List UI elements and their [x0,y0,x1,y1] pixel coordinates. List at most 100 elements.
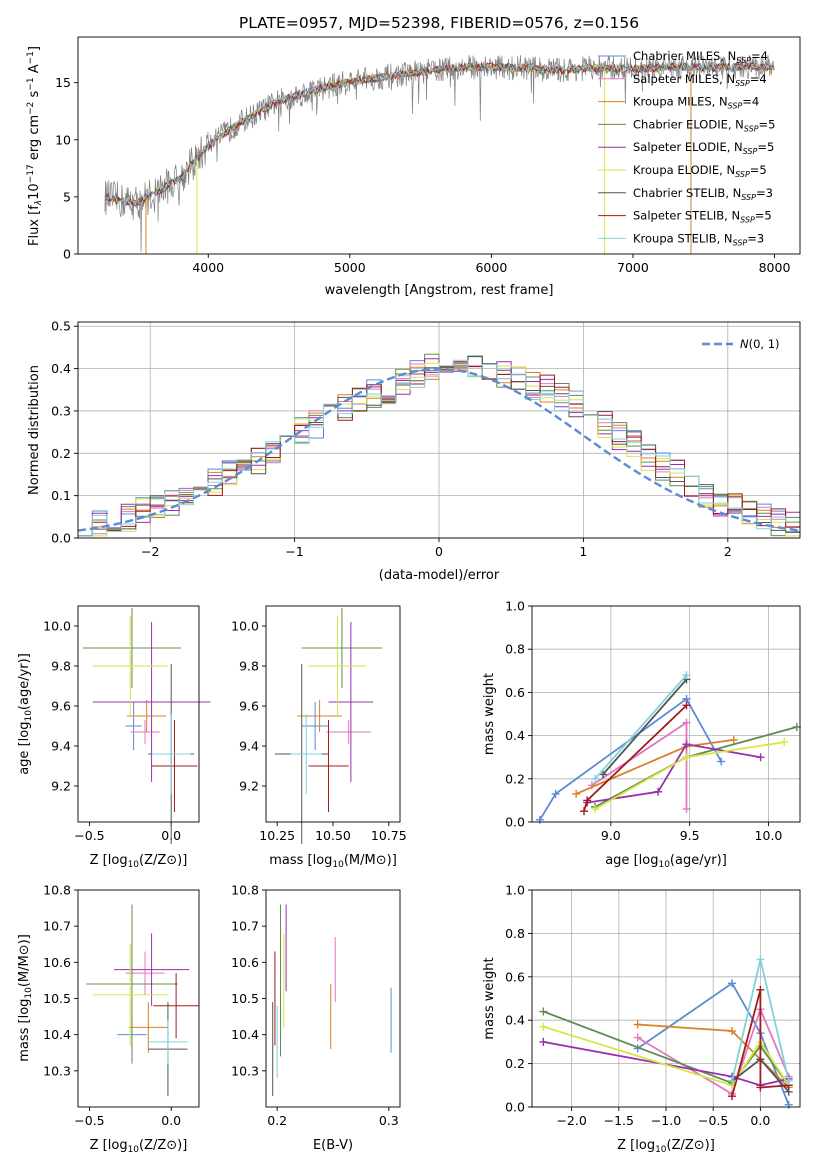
x-tick-label: 2 [724,544,732,559]
y-tick-label: 10.3 [43,1063,71,1078]
mass-weight-vs-metallicity-axes [528,889,800,1111]
x-axis-label: wavelength [Angstrom, rest frame] [325,283,554,298]
label-part: (Z/Z⊙)] [139,1138,187,1153]
y-tick-label: 0.1 [51,488,71,503]
mass-weight-marker [535,815,544,824]
x-tick-label: −1.0 [651,1113,681,1128]
label-part: Flux [f [27,205,42,246]
x-axis-label: Z [log10(Z/Z⊙)] [617,1138,715,1155]
legend-count: =3 [756,186,773,200]
legend-count: =5 [757,140,774,154]
x-tick-label: −0.5 [698,1113,728,1128]
x-tick-label: 4000 [192,260,224,275]
legend-count: =3 [747,231,764,245]
legend-count: =5 [759,117,776,131]
y-axis-label: mass [log10(M/M⊙)] [17,934,34,1062]
legend-name: Salpeter STELIB, N [633,209,740,223]
x-tick-label: 1 [579,544,587,559]
label-part: (age/yr)] [17,653,32,710]
mass-weight-marker [784,1076,793,1085]
label-subscript: λ [34,200,44,206]
mass-weight-marker [682,740,691,749]
legend-entry: Salpeter MILES, NSSP=4 [633,72,767,88]
legend-entry: Salpeter STELIB, NSSP=5 [633,209,772,225]
mass-weight-marker [583,796,592,805]
spectrum-axes [74,82,775,258]
mass-weight-marker [729,735,738,744]
y-tick-label: 0.3 [51,403,71,418]
x-axis-label: Z [log10(Z/Z⊙)] [90,1138,188,1155]
label-superscript: −1 [26,51,36,64]
mass-weight-line [594,674,688,780]
y-axis-label: mass weight [482,957,497,1039]
x-tick-label: −0.5 [74,1113,104,1128]
mass-vs-metallicity-axes [74,889,172,1111]
mass-weight-line [731,989,789,1097]
x-axis-label: age [log10(age/yr)] [605,853,727,870]
y-tick-label: 10.4 [231,1027,259,1042]
mass-weight-marker [539,1007,548,1016]
label-part: age [log [605,853,658,868]
legend-subscript: SSP [728,102,743,111]
histogram-step-line [78,359,800,537]
x-tick-label: −1.5 [604,1113,634,1128]
x-tick-label: 10.0 [755,828,783,843]
label-part: ] [27,46,42,51]
y-tick-label: 10.5 [43,991,71,1006]
y-tick-label: 5 [63,189,71,204]
mass-weight-marker [591,805,600,814]
legend-name: Chabrier MILES, N [633,49,736,63]
mass-weight-marker [591,774,600,783]
label-part: Z [log [90,853,128,868]
y-axis-label: age [log10(age/yr)] [17,653,34,775]
legend-name: Salpeter ELODIE, N [633,140,743,154]
label-subscript: 10 [128,860,140,870]
y-axis-label: mass weight [482,673,497,755]
label-part: A [27,64,42,77]
y-tick-label: 10.6 [231,955,259,970]
label-part: age [log [17,722,32,775]
y-tick-label: 9.2 [239,779,259,794]
y-tick-label: 9.4 [51,739,71,754]
mass-weight-marker [682,718,691,727]
label-part: (Z/Z⊙)] [667,1138,715,1153]
chart-title: PLATE=0957, MJD=52398, FIBERID=0576, z=0… [239,14,639,32]
mass-weight-marker [728,979,737,988]
label-part: Z [log [90,1138,128,1153]
residual-histogram-axes [74,322,800,542]
mass-vs-ebv-axes [262,889,390,1111]
y-tick-label: 1.0 [505,599,525,614]
mass-weight-line [637,982,790,1106]
y-tick-label: 0.6 [505,969,525,984]
legend-entry: Kroupa ELODIE, NSSP=5 [633,163,767,179]
age-vs-metallicity-frame [77,605,200,823]
legend-name: N [740,337,749,351]
legend-subscript: SSP [735,79,750,88]
legend-subscript: SSP [736,56,751,65]
y-tick-label: 10.4 [43,1027,71,1042]
mass-weight-marker [580,807,589,816]
legend-name: Chabrier ELODIE, N [633,117,744,131]
x-tick-label: 10.25 [259,828,295,843]
y-tick-label: 10 [55,132,71,147]
y-tick-label: 10.8 [43,883,71,898]
normal-reference-curve [77,367,801,532]
y-tick-label: 1.0 [505,883,525,898]
x-tick-label: 7000 [617,260,649,275]
legend-entry: Kroupa STELIB, NSSP=3 [633,231,764,247]
y-tick-label: 10.0 [231,619,259,634]
legend-entry: Chabrier STELIB, NSSP=3 [633,186,773,202]
mass-weight-marker [792,722,801,731]
legend-entry: Salpeter ELODIE, NSSP=5 [633,140,774,156]
mass-weight-line [543,1025,790,1087]
mass-weight-marker [633,1020,642,1029]
label-subscript: 10 [24,710,34,722]
observed-spectrum-line [104,54,775,252]
label-superscript: −2 [26,102,36,115]
y-tick-label: 0.4 [505,1013,525,1028]
x-axis-label: E(B-V) [313,1138,353,1153]
y-axis-label: Flux [fλ10−17 erg cm−2 s−1 A−1] [26,46,44,246]
y-tick-label: 0.0 [51,531,71,546]
x-tick-label: −1 [285,544,303,559]
